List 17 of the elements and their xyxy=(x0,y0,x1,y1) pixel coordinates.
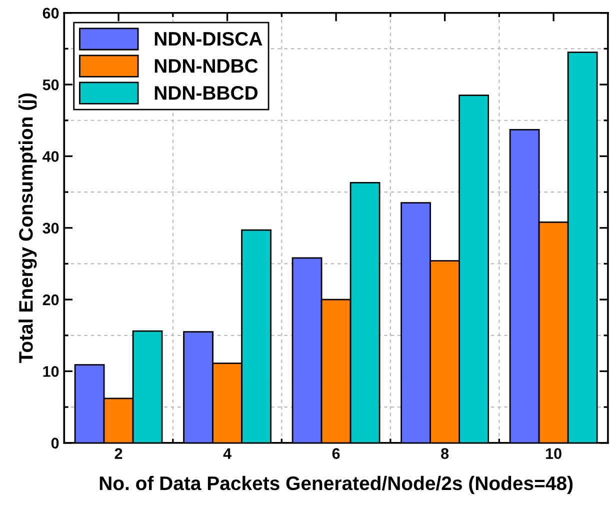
y-tick-label: 30 xyxy=(42,222,59,234)
y-tick-label: 0 xyxy=(51,438,59,449)
x-tick-label: 10 xyxy=(546,448,562,459)
x-tick-label: 6 xyxy=(332,448,340,459)
legend-label: NDN-DISCA xyxy=(154,32,262,46)
x-tick-label: 4 xyxy=(223,448,232,459)
y-axis-title: Total Energy Consumption (j) xyxy=(18,93,37,364)
y-tick-label: 10 xyxy=(43,366,59,377)
legend-label: NDN-NDBC xyxy=(154,58,258,73)
x-tick-label: 2 xyxy=(114,448,122,459)
x-axis-title: No. of Data Packets Generated/Node/2s (Nodes=48) xyxy=(100,476,573,494)
y-tick-label: 50 xyxy=(42,79,59,90)
y-tick-label: 20 xyxy=(42,294,59,306)
y-tick-label: 40 xyxy=(42,151,59,162)
legend-label: NDN-BBCD xyxy=(154,86,258,100)
x-tick-label: 8 xyxy=(441,448,449,459)
y-tick-label: 60 xyxy=(42,8,59,19)
